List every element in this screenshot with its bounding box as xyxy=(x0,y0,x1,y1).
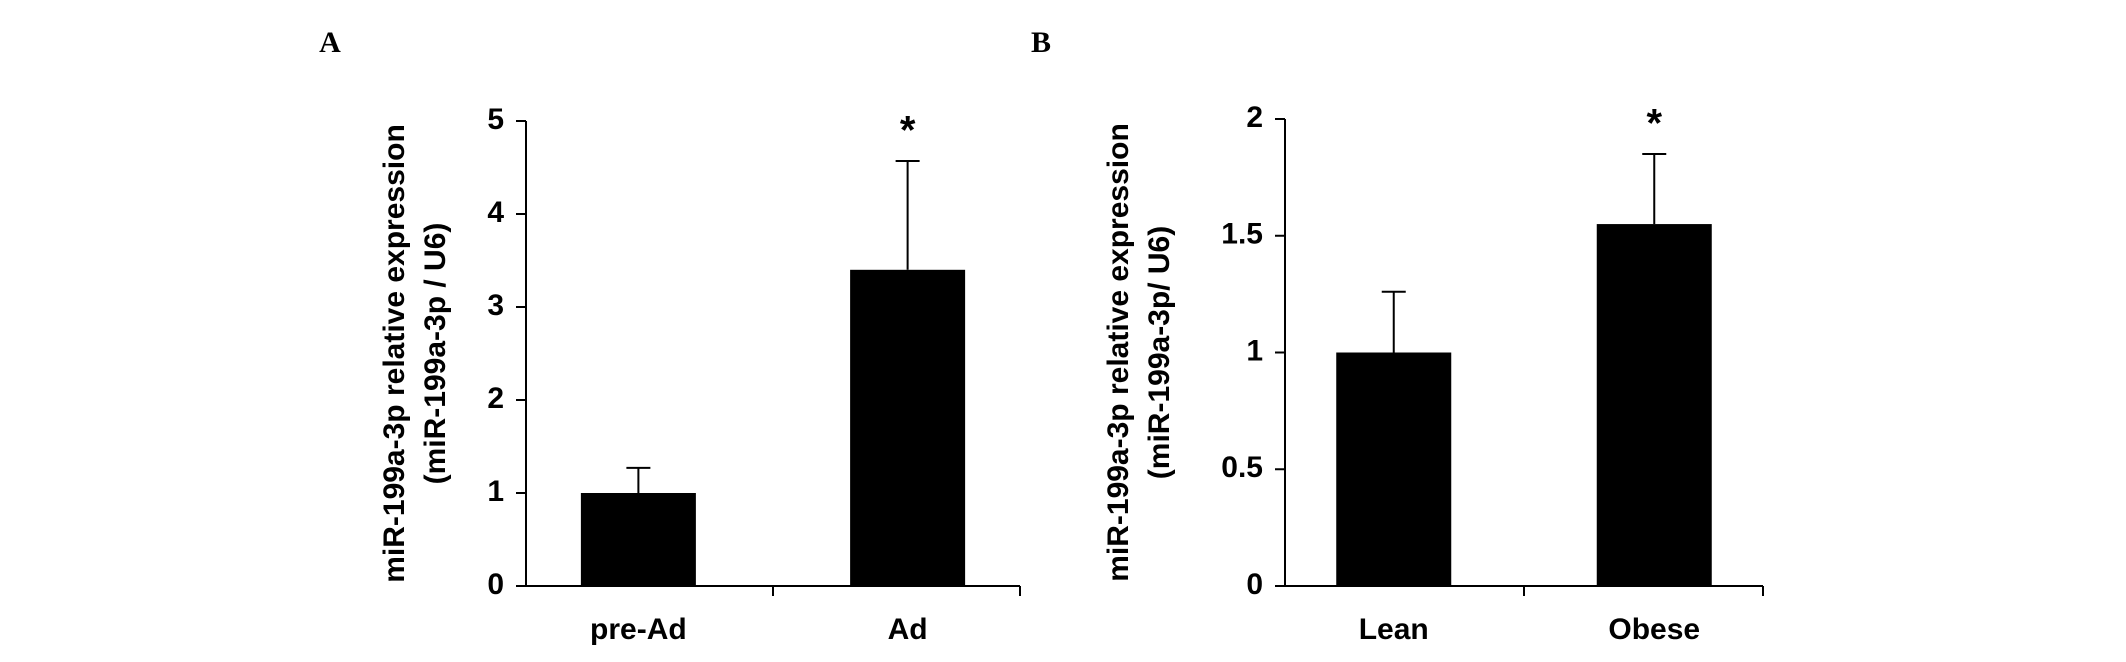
y-axis-label: (miR-199a-3p/ U6) xyxy=(1143,226,1176,479)
error-bar xyxy=(1381,290,1406,353)
error-bar xyxy=(895,159,920,270)
significance-marker: * xyxy=(900,109,916,153)
x-tick-label: Lean xyxy=(1359,613,1429,646)
y-tick-label: 1 xyxy=(1246,334,1263,367)
y-tick-label: 2 xyxy=(1246,101,1263,134)
y-tick-label: 0 xyxy=(1246,568,1263,601)
panel-label: A xyxy=(319,26,341,59)
y-tick-label: 1.5 xyxy=(1221,218,1263,251)
bar xyxy=(1596,224,1712,586)
y-tick-label: 2 xyxy=(487,382,504,415)
x-tick-label: pre-Ad xyxy=(590,613,687,646)
error-bar xyxy=(626,466,651,493)
y-axis-label: (miR-199a-3p / U6) xyxy=(419,223,452,485)
x-tick-label: Ad xyxy=(888,613,928,646)
bar xyxy=(1336,352,1452,586)
error-bar xyxy=(1642,153,1667,225)
y-tick-label: 5 xyxy=(487,103,504,136)
y-tick-label: 4 xyxy=(487,196,504,229)
y-tick-label: 3 xyxy=(487,289,504,322)
panel-label: B xyxy=(1031,26,1051,59)
y-tick-label: 0.5 xyxy=(1221,451,1263,484)
bar xyxy=(850,269,966,586)
y-axis-label: miR-199a-3p relative expression xyxy=(1102,123,1135,582)
significance-marker: * xyxy=(1646,102,1662,146)
x-tick-label: Obese xyxy=(1608,613,1700,646)
y-axis-label: miR-199a-3p relative expression xyxy=(378,124,411,583)
bar xyxy=(580,493,696,586)
y-tick-label: 0 xyxy=(487,568,504,601)
y-tick-label: 1 xyxy=(487,475,504,508)
